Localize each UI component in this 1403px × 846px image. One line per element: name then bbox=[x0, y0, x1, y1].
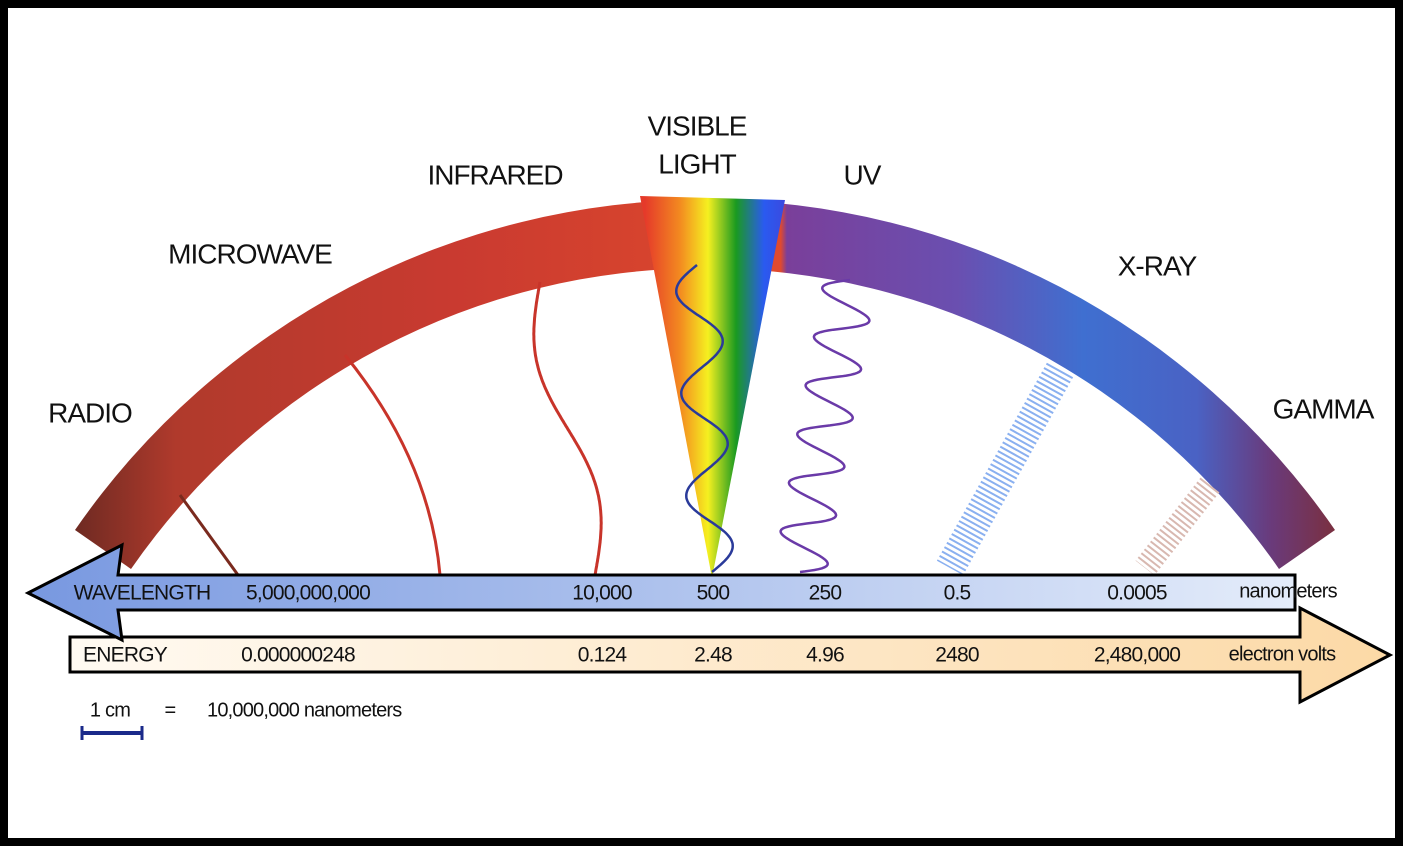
energy-value: 4.96 bbox=[806, 644, 844, 667]
wavelength-value: 250 bbox=[809, 582, 842, 605]
wavelength-unit: nanometers bbox=[1239, 580, 1337, 602]
radio-wave bbox=[178, 494, 240, 576]
band-label: RADIO bbox=[48, 397, 132, 428]
scale-length: 1 cm bbox=[90, 699, 130, 721]
visible-wave bbox=[675, 264, 734, 573]
energy-arrow bbox=[68, 605, 1394, 705]
band-label: INFRARED bbox=[427, 159, 562, 190]
energy-value: 2,480,000 bbox=[1094, 644, 1180, 667]
infrared-wave bbox=[532, 281, 603, 576]
wavelength-value: 0.5 bbox=[944, 582, 971, 605]
energy-value: 2.48 bbox=[694, 644, 732, 667]
band-label: MICROWAVE bbox=[168, 238, 332, 269]
waves bbox=[178, 264, 1220, 576]
band-label: GAMMA bbox=[1273, 393, 1375, 424]
band-label: UV bbox=[844, 159, 882, 190]
band-label: X-RAY bbox=[1118, 250, 1198, 281]
wavelength-value: 10,000 bbox=[572, 582, 632, 605]
wavelength-label: WAVELENGTH bbox=[74, 582, 211, 605]
band-label: VISIBLE bbox=[648, 110, 747, 141]
spectrum-arc bbox=[75, 199, 1335, 569]
energy-label: ENERGY bbox=[83, 644, 168, 667]
wavelength-value: 5,000,000,000 bbox=[246, 582, 370, 605]
microwave-wave bbox=[343, 354, 442, 576]
band-label: LIGHT bbox=[658, 148, 736, 179]
energy-value: 0.000000248 bbox=[241, 644, 355, 667]
energy-value: 0.124 bbox=[578, 644, 628, 667]
uv-wave bbox=[779, 278, 871, 574]
energy-unit: electron volts bbox=[1229, 643, 1336, 665]
wavelength-value: 500 bbox=[697, 582, 730, 605]
energy-value: 2480 bbox=[935, 644, 979, 667]
wavelength-arrow bbox=[24, 542, 1297, 643]
scale-equals: = bbox=[165, 699, 176, 721]
scale-value: 10,000,000 nanometers bbox=[207, 699, 402, 721]
wavelength-value: 0.0005 bbox=[1107, 582, 1167, 605]
